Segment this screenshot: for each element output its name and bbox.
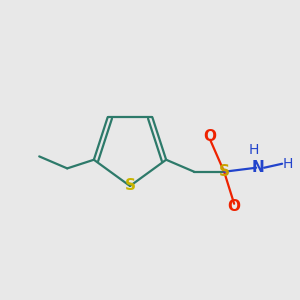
Text: H: H (249, 143, 259, 157)
Text: S: S (219, 164, 230, 179)
Text: N: N (252, 160, 265, 175)
Text: O: O (204, 129, 217, 144)
Text: H: H (283, 157, 293, 171)
Text: O: O (228, 199, 241, 214)
Text: S: S (124, 178, 136, 194)
